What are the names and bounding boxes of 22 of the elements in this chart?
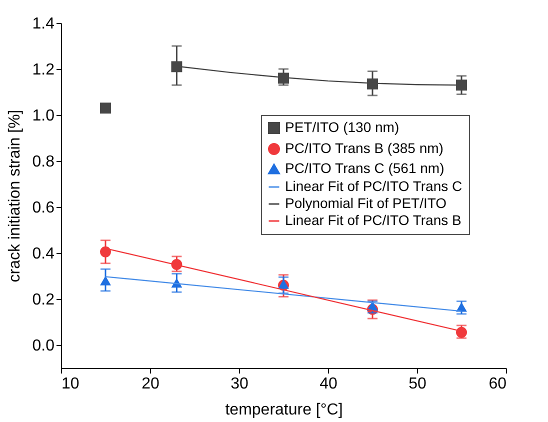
x-tick-label: 10: [62, 376, 80, 392]
legend-label: Linear Fit of PC/ITO Trans C: [285, 178, 462, 194]
legend-label: Linear Fit of PC/ITO Trans B: [285, 212, 462, 228]
legend-label: PC/ITO Trans C (561 nm): [285, 160, 444, 176]
legend-label: PET/ITO (130 nm): [285, 119, 400, 135]
legend-label: PC/ITO Trans B (385 nm): [285, 140, 444, 156]
y-tick-label: 1.4: [32, 16, 55, 32]
y-tick-label: 1.2: [32, 62, 55, 78]
y-tick-label: 0.2: [32, 292, 55, 308]
x-tick-label: 20: [142, 376, 160, 392]
y-tick-label: 0.0: [32, 338, 55, 354]
x-tick-label: 40: [320, 376, 338, 392]
x-axis-title: temperature [°C]: [225, 402, 343, 418]
x-tick-label: 60: [488, 376, 507, 392]
y-tick-label: 0.4: [32, 246, 55, 262]
y-tick-label: 0.8: [32, 154, 55, 170]
legend-label: Polynomial Fit of PET/ITO: [285, 195, 447, 211]
y-tick-label: 0.6: [32, 200, 55, 216]
y-tick-label: 1.0: [32, 108, 55, 124]
x-tick-label: 30: [230, 376, 248, 392]
y-axis-title: crack initiation strain [%]: [6, 110, 24, 282]
x-tick-label: 50: [408, 376, 426, 392]
